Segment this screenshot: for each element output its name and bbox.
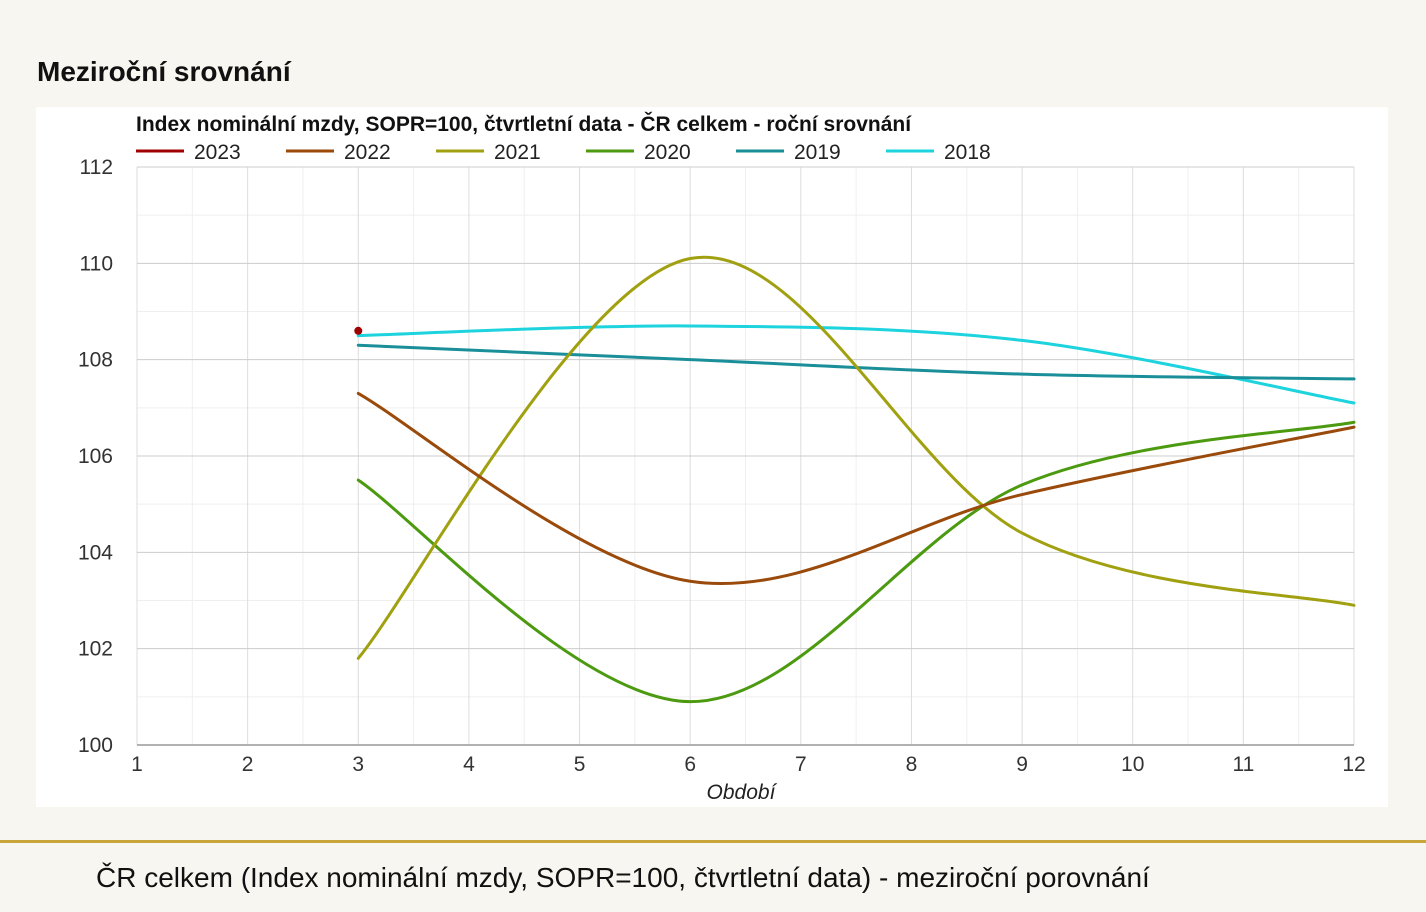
chart-legend: 2023 2022 2021 2020 2019 2018	[136, 141, 991, 164]
x-tick-label: 4	[463, 753, 475, 776]
x-tick-label: 7	[795, 753, 807, 776]
series-2022-line	[356, 391, 1356, 586]
legend-label-2019: 2019	[794, 141, 841, 164]
y-tick-label: 106	[78, 445, 113, 468]
x-tick-label: 9	[1016, 753, 1028, 776]
x-tick-label: 1	[131, 753, 143, 776]
chart-title: Index nominální mzdy, SOPR=100, čtvrtlet…	[136, 112, 912, 136]
major-grid	[136, 166, 1355, 745]
x-tick-label: 8	[906, 753, 918, 776]
x-tick-label: 10	[1121, 753, 1144, 776]
legend-label-2022: 2022	[344, 141, 391, 164]
y-tick-label: 102	[78, 638, 113, 661]
x-tick-label: 12	[1342, 753, 1365, 776]
legend-label-2020: 2020	[644, 141, 691, 164]
y-tick-label: 100	[78, 734, 113, 757]
x-tick-label: 3	[352, 753, 364, 776]
x-axis-label: Období	[707, 781, 778, 804]
y-tick-label: 104	[78, 541, 113, 564]
series-lines	[354, 255, 1356, 704]
footer-divider	[0, 840, 1426, 843]
x-tick-label: 5	[574, 753, 586, 776]
page-title: Meziroční srovnání	[37, 56, 291, 87]
chart-panel: 1 2 3 4 5 6 7 8 9 10 11 12 100 102 104 106 108 110 112 Ind…	[36, 107, 1388, 807]
y-tick-label: 108	[78, 349, 113, 372]
x-tick-label: 2	[242, 753, 254, 776]
footer-caption: ČR celkem (Index nominální mzdy, SOPR=10…	[96, 862, 1150, 893]
x-tick-label: 6	[684, 753, 696, 776]
y-tick-label: 112	[80, 156, 113, 179]
y-tick-label: 110	[80, 252, 113, 275]
x-tick-label: 11	[1232, 753, 1254, 776]
legend-label-2023: 2023	[194, 141, 241, 164]
series-2020-line	[356, 420, 1356, 704]
series-2018-line	[356, 324, 1356, 405]
series-2021-line	[356, 255, 1356, 660]
legend-label-2021: 2021	[494, 141, 541, 164]
series-2023-point	[354, 326, 363, 335]
legend-label-2018: 2018	[944, 141, 991, 164]
